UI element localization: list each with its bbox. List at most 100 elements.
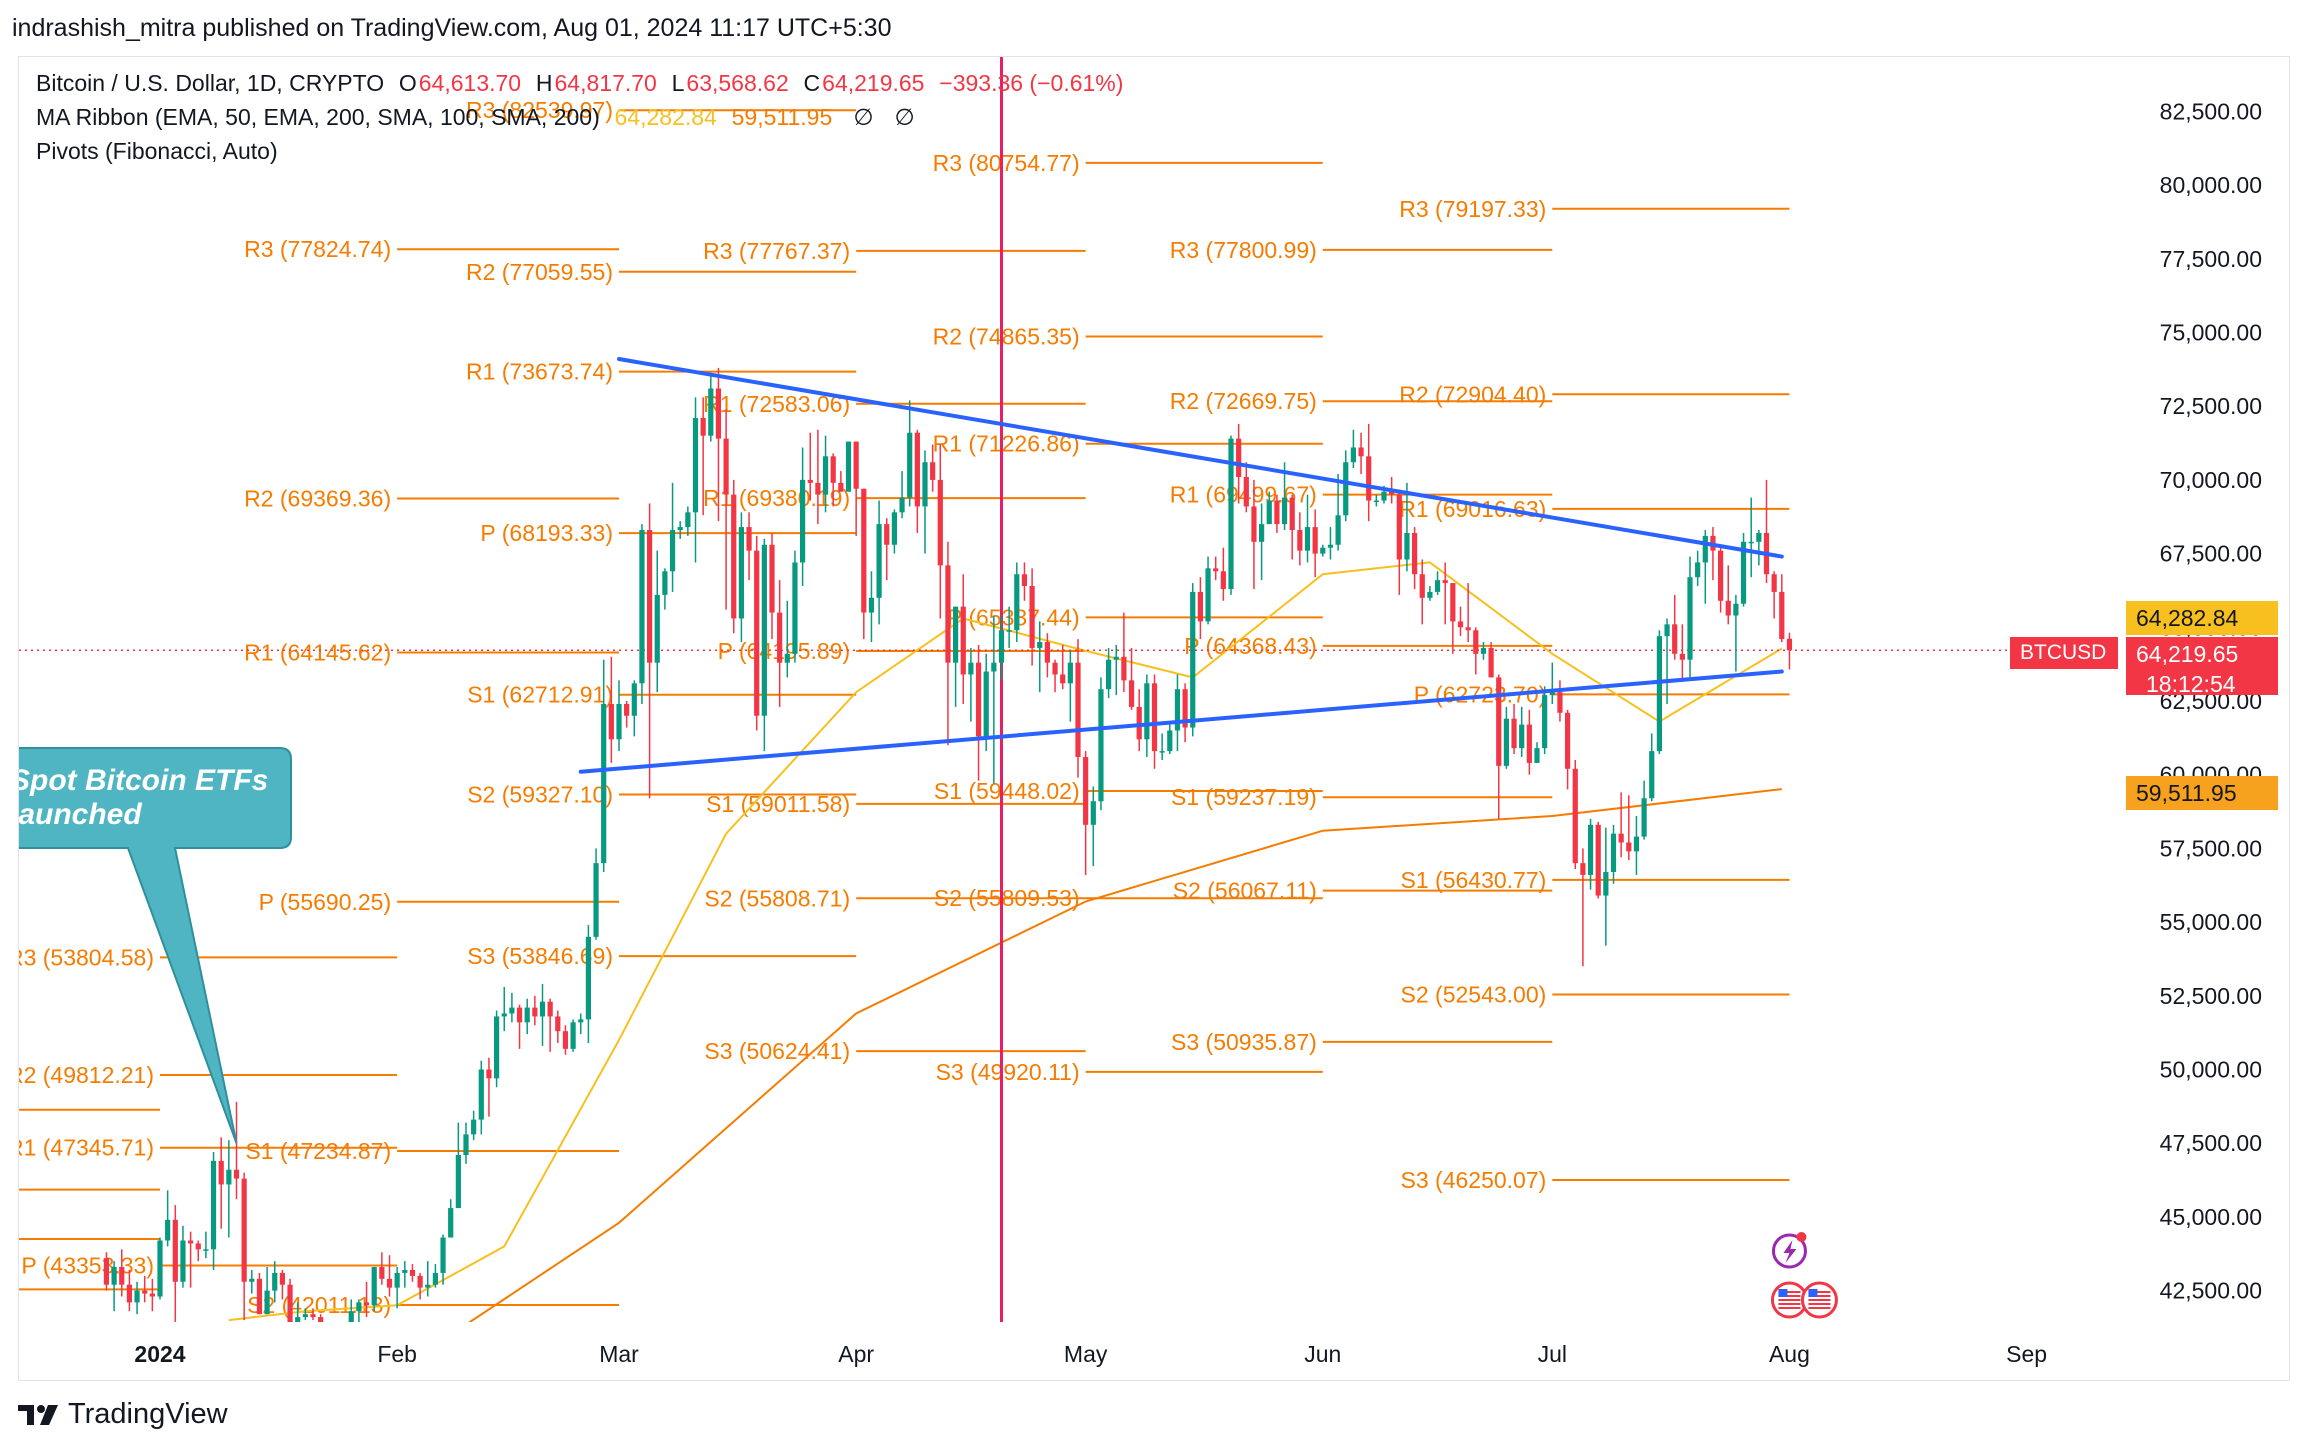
candle[interactable] [195,1240,201,1262]
candle[interactable] [914,429,920,533]
candle[interactable] [509,992,515,1023]
candle[interactable] [822,435,829,513]
candle[interactable] [723,409,729,610]
candle[interactable] [1266,491,1272,525]
candle[interactable] [363,1281,370,1318]
candle[interactable] [1771,571,1777,619]
candle[interactable] [861,488,867,640]
candle[interactable] [1060,644,1066,690]
candle[interactable] [279,1269,285,1300]
candle[interactable] [1159,733,1165,760]
candle[interactable] [1610,824,1617,884]
candle[interactable] [953,606,959,707]
candle[interactable] [1603,827,1609,946]
candle[interactable] [1251,479,1257,589]
candle[interactable] [562,1025,569,1055]
candle[interactable] [547,998,553,1052]
candle[interactable] [838,471,844,492]
candle[interactable] [516,1004,523,1049]
candle[interactable] [639,524,645,704]
candle[interactable] [677,521,683,539]
candle[interactable] [830,453,836,507]
candle[interactable] [1595,821,1601,899]
candle[interactable] [815,429,821,525]
candle[interactable] [1511,703,1517,755]
candle[interactable] [1197,577,1203,640]
candle[interactable] [318,1314,324,1379]
candle[interactable] [1090,786,1096,867]
candle[interactable] [715,367,722,522]
candle[interactable] [478,1060,484,1135]
candle[interactable] [1641,780,1647,840]
candle[interactable] [379,1252,385,1285]
candle[interactable] [1473,627,1479,675]
candle[interactable] [700,397,706,516]
candle[interactable] [983,653,989,752]
candle[interactable] [1021,562,1028,601]
candle[interactable] [1297,512,1303,566]
candle[interactable] [1457,606,1464,637]
candle[interactable] [631,680,637,737]
candle[interactable] [1626,795,1632,861]
candle[interactable] [1067,650,1073,722]
candle[interactable] [708,373,714,442]
candle[interactable] [165,1190,171,1247]
candle[interactable] [1702,530,1708,604]
candle[interactable] [103,1252,110,1291]
candle[interactable] [1664,618,1670,704]
candle[interactable] [1350,429,1356,469]
candle[interactable] [333,1350,338,1382]
candle[interactable] [891,509,897,554]
candle[interactable] [1396,491,1402,595]
candle[interactable] [1496,674,1502,819]
candle[interactable] [685,506,691,536]
candle[interactable] [455,1122,461,1209]
candle[interactable] [1519,706,1525,758]
candle[interactable] [777,580,783,707]
candle[interactable] [731,479,737,634]
candle[interactable] [669,482,676,592]
candle[interactable] [1503,706,1509,769]
candle[interactable] [440,1234,446,1285]
trendline-lower[interactable] [578,669,1784,774]
candle[interactable] [647,503,653,799]
candle[interactable] [425,1261,431,1297]
candle[interactable] [1304,494,1311,563]
candle[interactable] [1228,435,1234,595]
candle[interactable] [1618,792,1624,858]
candle[interactable] [1083,751,1089,875]
candle[interactable] [1259,503,1265,581]
candle[interactable] [1695,550,1701,587]
candle[interactable] [180,1225,186,1288]
candle[interactable] [761,538,767,752]
candle[interactable] [624,701,630,728]
candle[interactable] [134,1281,140,1315]
candle[interactable] [157,1237,163,1300]
candle[interactable] [1633,815,1640,875]
candle[interactable] [1205,556,1211,625]
candle[interactable] [907,400,913,507]
candle[interactable] [975,644,982,781]
candle[interactable] [409,1264,416,1282]
candle[interactable] [539,984,546,1046]
candle[interactable] [555,1010,561,1043]
candle[interactable] [1763,479,1770,584]
candle[interactable] [1687,556,1693,678]
time-axis[interactable]: 2024 Feb Mar Apr May Jun Jul Aug Sep [134,1341,2047,1367]
candle[interactable] [1167,721,1173,755]
candle[interactable] [1733,594,1739,672]
candle[interactable] [371,1267,377,1312]
candle[interactable] [991,615,997,784]
candle[interactable] [1580,848,1586,967]
candle[interactable] [1442,562,1448,625]
candle[interactable] [1710,527,1716,581]
candle[interactable] [585,925,591,1043]
candle[interactable] [188,1231,194,1288]
candle[interactable] [1121,612,1127,693]
candle[interactable] [1649,733,1655,802]
candle[interactable] [1412,527,1418,589]
candle[interactable] [448,1199,454,1238]
